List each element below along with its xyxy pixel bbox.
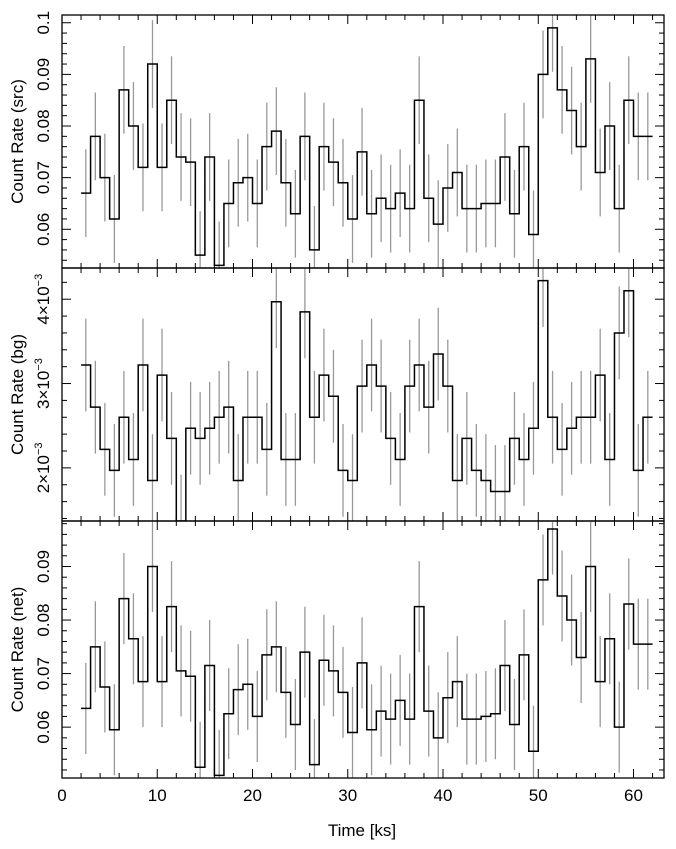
x-tick-label: 30: [338, 786, 357, 805]
x-tick-label: 60: [624, 786, 643, 805]
y-tick-label: 2×10−3: [33, 442, 53, 493]
panels: 0.06 0.07 0.08 0.09 0.1 Count Rate (src) 2×10−…: [8, 11, 665, 805]
y-tick-label: 0.09: [34, 58, 53, 91]
y-tick-label: 0.1: [34, 11, 53, 35]
x-tick-label: 40: [434, 786, 453, 805]
series-line-src: [81, 27, 653, 267]
y-tick-label: 0.09: [34, 550, 53, 583]
y-tick-label: 0.07: [34, 657, 53, 690]
panel-src: 0.06 0.07 0.08 0.09 0.1 Count Rate (src): [8, 11, 665, 269]
panel-bg: 2×10−3 3×10−3 4×10−3 Count Rate (bg): [8, 267, 665, 522]
y-tick-label: 0.08: [34, 604, 53, 637]
y-axis-title-bg: Count Rate (bg): [8, 334, 27, 455]
y-tick-label: 0.06: [34, 213, 53, 246]
y-tick-label: 0.07: [34, 161, 53, 194]
y-axis-title-src: Count Rate (src): [8, 79, 27, 204]
x-tick-label: 10: [148, 786, 167, 805]
series-line-bg: [81, 279, 653, 521]
x-axis-title: Time [ks]: [328, 821, 396, 840]
series-line-net: [81, 528, 653, 777]
y-axis-title-net: Count Rate (net): [8, 587, 27, 713]
x-tick-label: 20: [243, 786, 262, 805]
y-tick-label: 3×10−3: [33, 358, 53, 409]
y-tick-label: 0.08: [34, 109, 53, 142]
x-tick-label: 50: [529, 786, 548, 805]
y-tick-label: 0.06: [34, 711, 53, 744]
error-bars-net: [85, 521, 649, 778]
y-tick-label: 4×10−3: [33, 274, 53, 325]
panel-frame: [61, 520, 665, 779]
x-tick-label: 0: [57, 786, 66, 805]
panel-net: 0.06 0.07 0.08 0.09 Count Rate (net): [8, 520, 665, 779]
